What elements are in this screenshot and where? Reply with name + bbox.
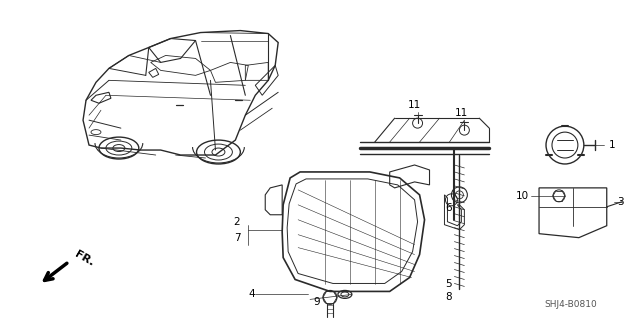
Text: FR.: FR. <box>73 249 96 268</box>
Text: 1: 1 <box>609 140 616 150</box>
Text: 3: 3 <box>617 197 623 207</box>
Text: 4: 4 <box>249 289 255 300</box>
Text: 11: 11 <box>455 108 468 118</box>
Text: SHJ4-B0810: SHJ4-B0810 <box>544 300 596 309</box>
Text: 5: 5 <box>445 279 451 289</box>
Text: 10: 10 <box>516 191 529 201</box>
Text: 7: 7 <box>234 233 241 243</box>
Text: 2: 2 <box>234 217 241 227</box>
Text: 11: 11 <box>408 100 421 110</box>
Text: 8: 8 <box>445 293 451 302</box>
Text: 6: 6 <box>445 203 451 213</box>
Text: 9: 9 <box>314 297 320 308</box>
